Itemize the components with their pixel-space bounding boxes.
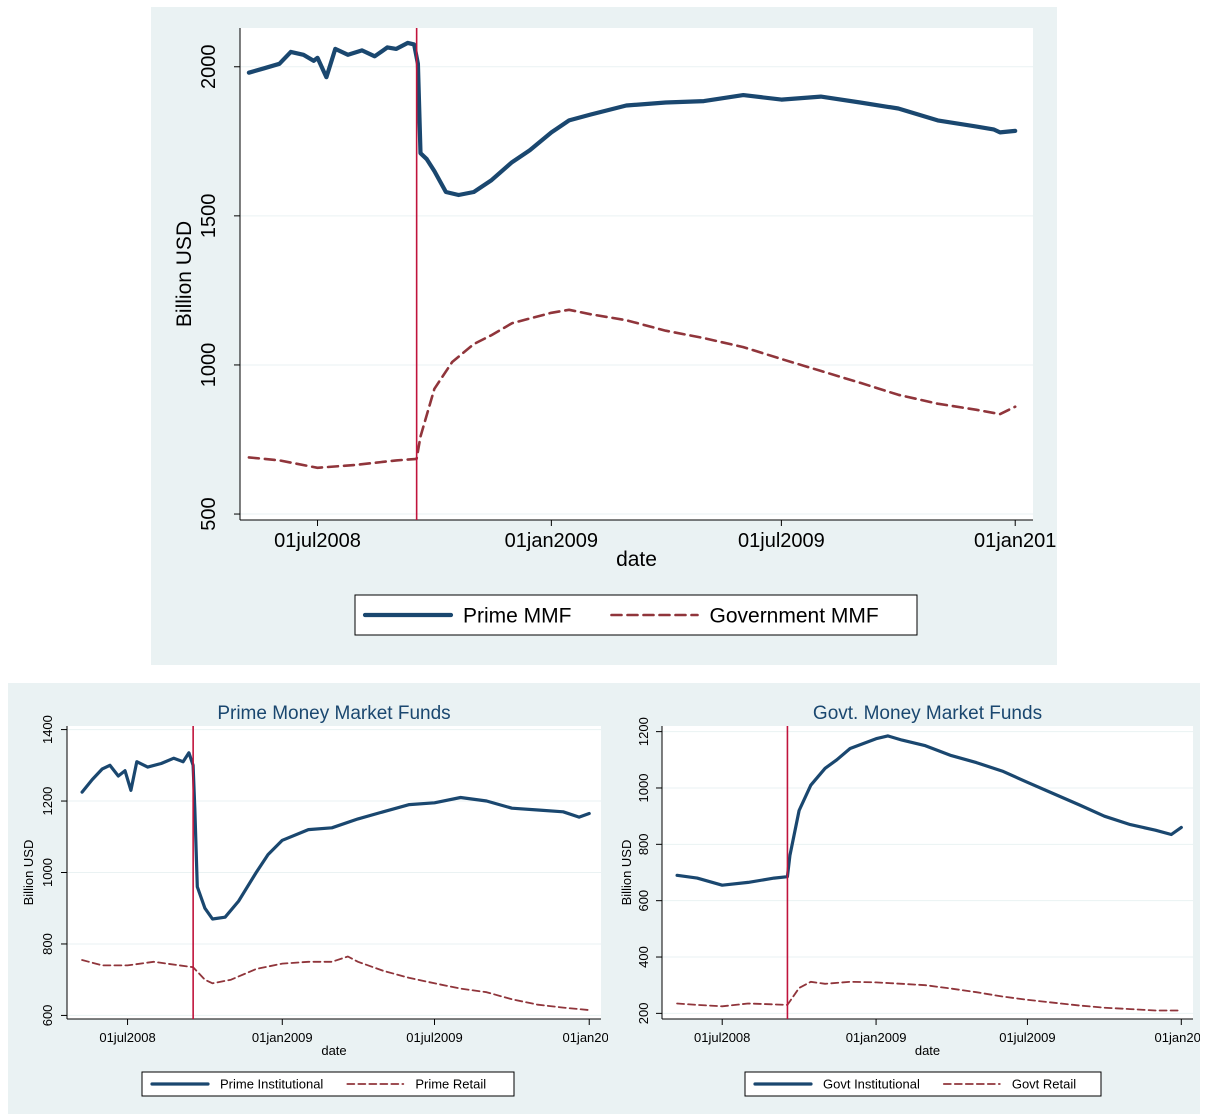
chart-panel-total: 500 1000 1500 2000 01jul2008 01jan2009 01jul20… bbox=[151, 7, 1057, 665]
chart-govt-mmf: 200 400 600 800 1000 1200 01jul2008 01jan2009 01… bbox=[619, 703, 1200, 1097]
y-tick-label: 1400 bbox=[40, 715, 55, 744]
y-axis-label: Billion USD bbox=[21, 840, 36, 906]
series-line-1 bbox=[676, 980, 1183, 1012]
chart-prime-mmf: 600 800 1000 1200 1400 01jul2008 01jan2009 01ju… bbox=[21, 703, 608, 1097]
chart-title: Prime Money Market Funds bbox=[217, 703, 450, 724]
plot-area bbox=[240, 28, 1033, 520]
legend-label-1: Government MMF bbox=[710, 605, 879, 628]
plot-area bbox=[662, 726, 1193, 1019]
y-tick-label: 1000 bbox=[636, 774, 651, 803]
chart-total-mmf: 500 1000 1500 2000 01jul2008 01jan2009 01jul20… bbox=[173, 28, 1056, 636]
y-tick-label: 1000 bbox=[40, 858, 55, 887]
legend-label-1: Prime Retail bbox=[415, 1077, 486, 1092]
y-tick-label: 800 bbox=[40, 933, 55, 955]
series-line-1 bbox=[81, 955, 591, 1011]
y-tick-label: 800 bbox=[636, 833, 651, 855]
y-tick-label: 1500 bbox=[198, 194, 220, 239]
chart-panel-prime: 600 800 1000 1200 1400 01jul2008 01jan2009 01ju… bbox=[8, 683, 608, 1114]
y-tick-label: 1200 bbox=[636, 717, 651, 746]
x-axis-label: date bbox=[616, 548, 657, 571]
y-tick-label: 400 bbox=[636, 946, 651, 968]
y-tick-label: 2000 bbox=[198, 45, 220, 90]
series-line-0 bbox=[246, 40, 1018, 198]
series-line-0 bbox=[80, 751, 591, 921]
series-line-1 bbox=[247, 308, 1017, 470]
y-tick-label: 600 bbox=[40, 1005, 55, 1027]
x-tick-label: 01jan201 bbox=[1155, 1030, 1200, 1045]
chart-title: Govt. Money Market Funds bbox=[813, 703, 1042, 724]
x-tick-label: 01jan2009 bbox=[846, 1030, 907, 1045]
y-tick-label: 1000 bbox=[198, 343, 220, 388]
x-axis-label: date bbox=[321, 1043, 346, 1058]
x-tick-label: 01jan2009 bbox=[505, 530, 598, 552]
y-axis-label: Billion USD bbox=[173, 221, 196, 327]
x-tick-label: 01jul2009 bbox=[999, 1030, 1055, 1045]
x-tick-label: 01jan2009 bbox=[252, 1030, 313, 1045]
x-tick-label: 01jan201 bbox=[974, 530, 1056, 552]
y-tick-label: 200 bbox=[636, 1003, 651, 1025]
y-tick-label: 1200 bbox=[40, 787, 55, 816]
x-tick-label: 01jan201 bbox=[562, 1030, 608, 1045]
x-axis-label: date bbox=[915, 1043, 940, 1058]
x-tick-label: 01jul2009 bbox=[738, 530, 825, 552]
x-tick-label: 01jul2008 bbox=[99, 1030, 155, 1045]
x-tick-label: 01jul2008 bbox=[274, 530, 361, 552]
legend-label-0: Prime Institutional bbox=[220, 1077, 323, 1092]
legend-label-0: Govt Institutional bbox=[823, 1077, 920, 1092]
y-axis-label: Billion USD bbox=[619, 840, 634, 906]
legend-label-1: Govt Retail bbox=[1012, 1077, 1076, 1092]
x-tick-label: 01jul2009 bbox=[406, 1030, 462, 1045]
x-tick-label: 01jul2008 bbox=[694, 1030, 750, 1045]
y-tick-label: 600 bbox=[636, 890, 651, 912]
legend-label-0: Prime MMF bbox=[463, 605, 572, 628]
y-tick-label: 500 bbox=[198, 497, 220, 530]
chart-panel-govt: 200 400 600 800 1000 1200 01jul2008 01jan2009 01… bbox=[608, 683, 1200, 1114]
series-line-0 bbox=[675, 734, 1183, 887]
